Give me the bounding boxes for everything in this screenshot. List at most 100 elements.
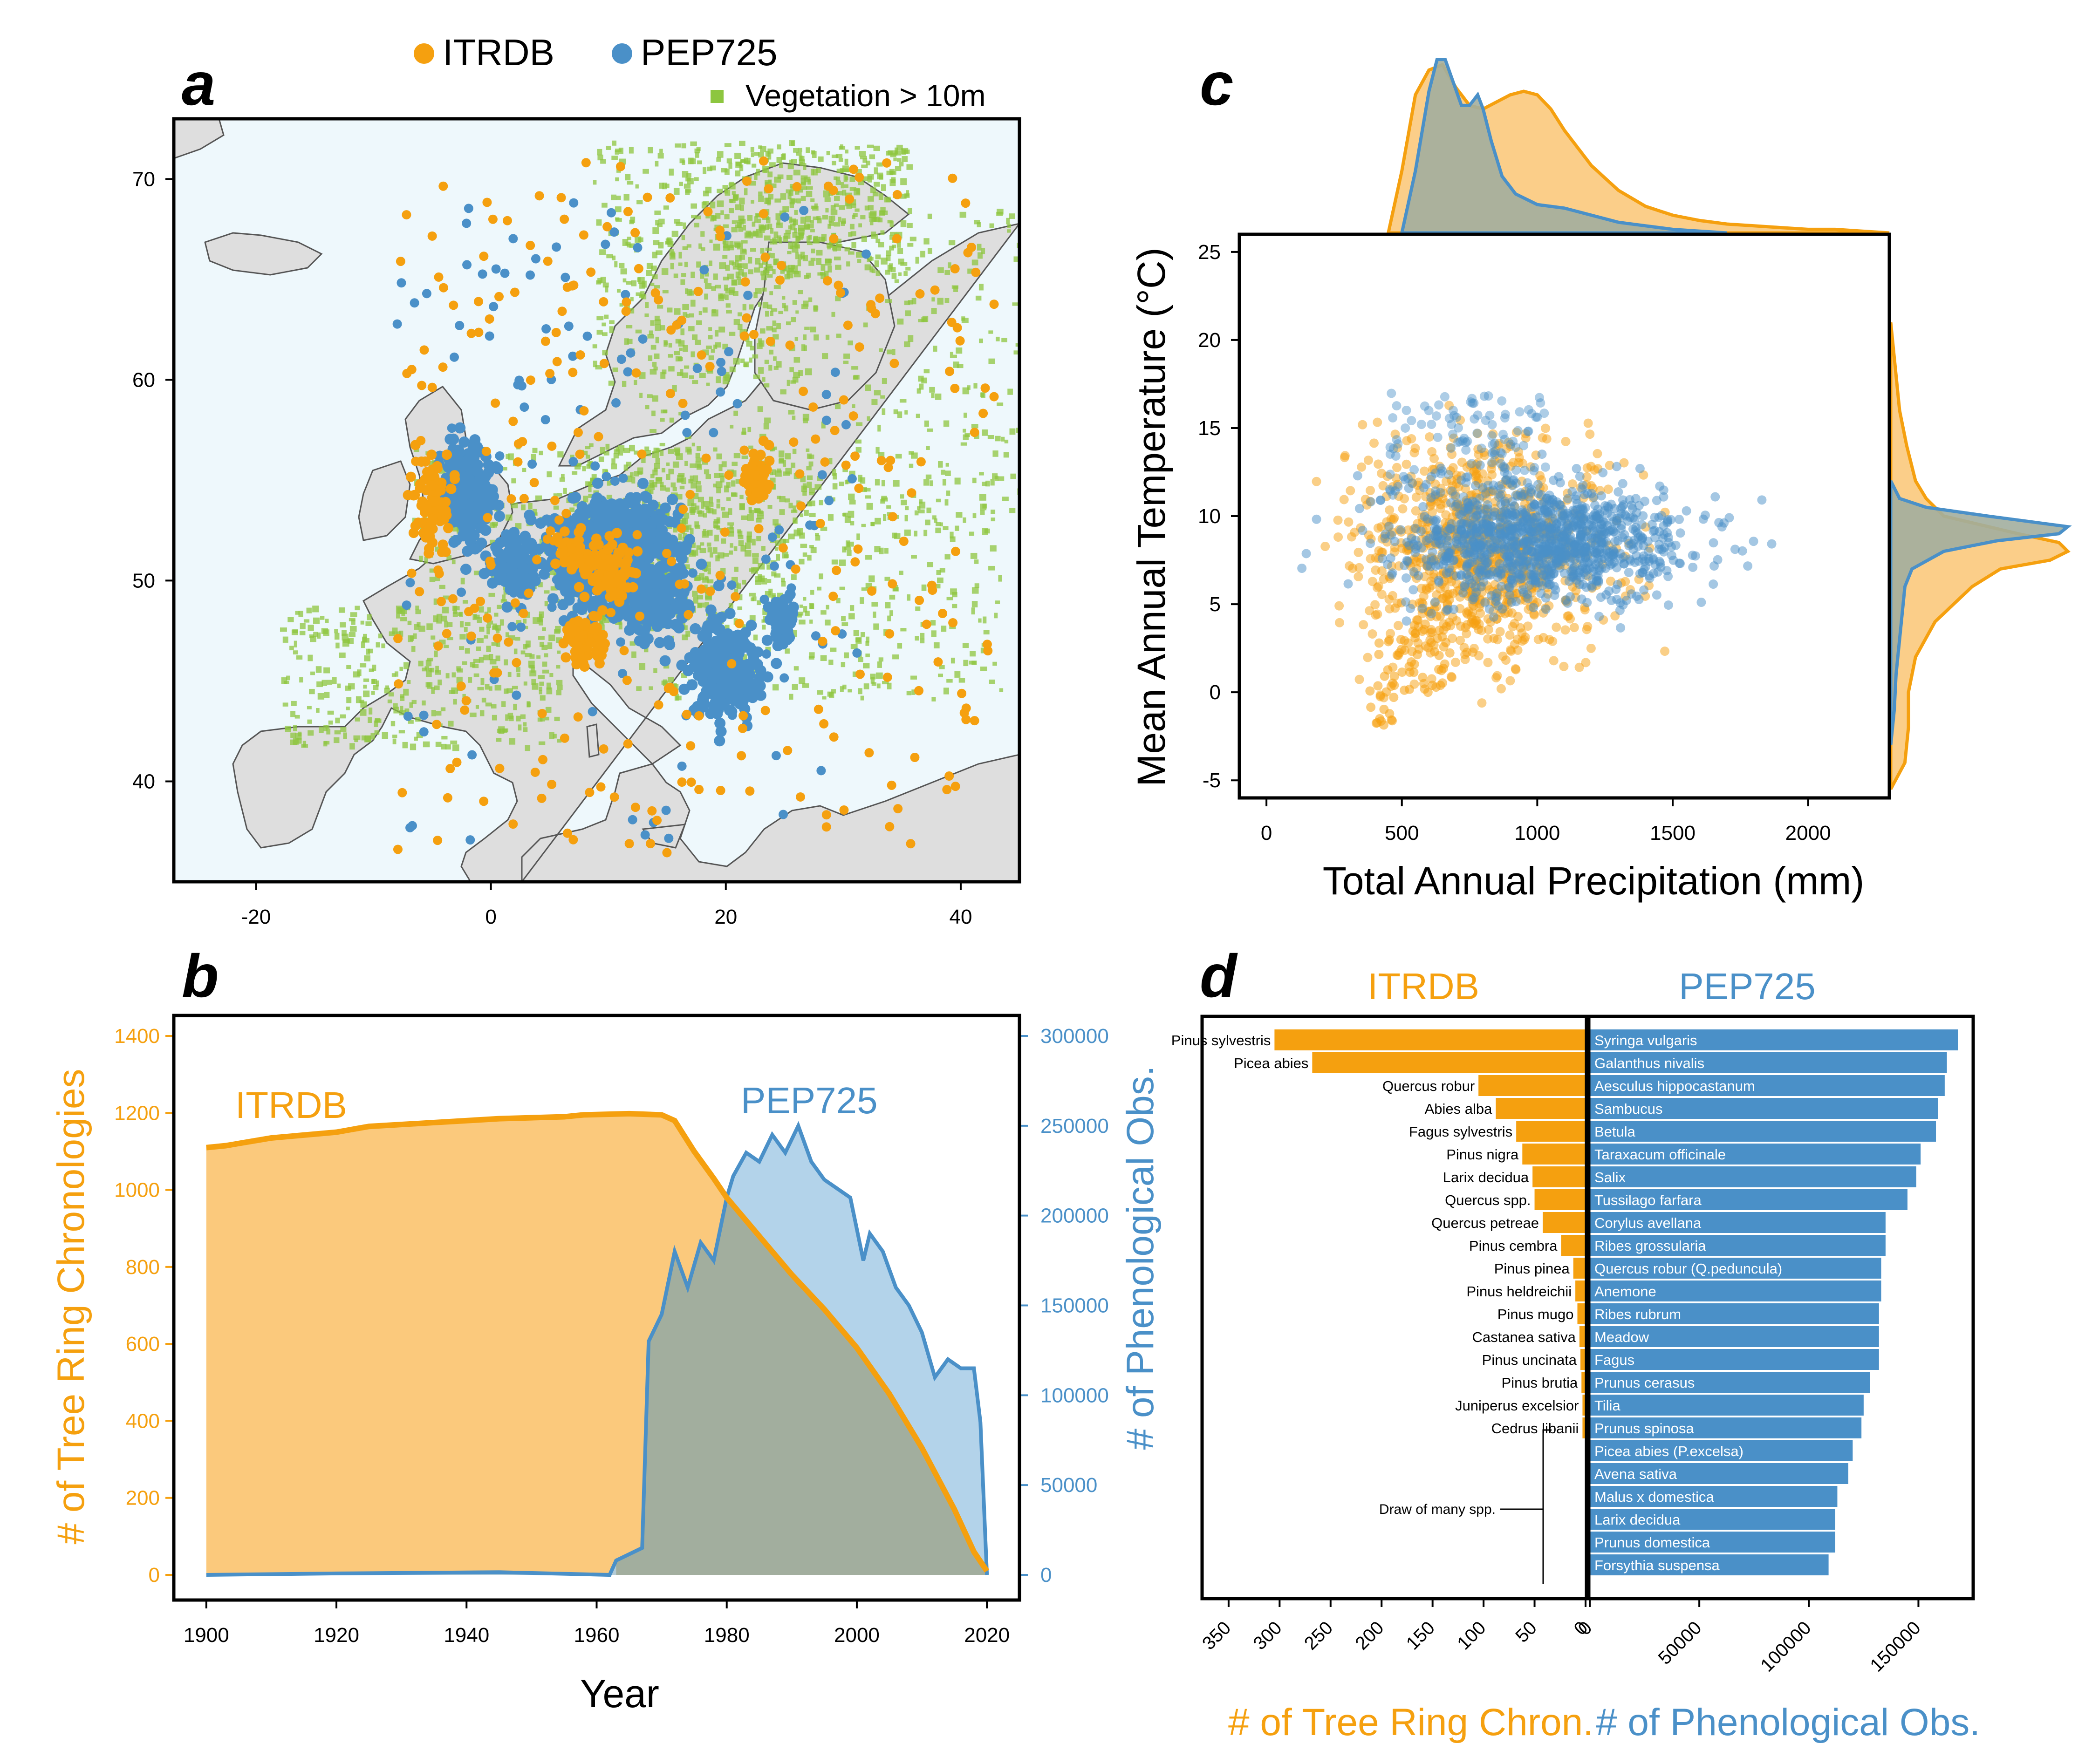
vegetation-patch — [735, 161, 742, 168]
vegetation-patch — [877, 218, 883, 223]
itrdb-site — [466, 631, 476, 641]
vegetation-patch — [892, 587, 899, 592]
vegetation-patch — [435, 576, 440, 581]
itrdb-site — [760, 252, 770, 262]
vegetation-patch — [396, 612, 400, 619]
vegetation-patch — [765, 150, 770, 157]
vegetation-patch — [891, 272, 897, 279]
vegetation-patch — [889, 610, 894, 616]
vegetation-patch — [502, 594, 506, 601]
vegetation-patch — [798, 370, 803, 376]
itrdb-site — [850, 451, 860, 461]
vegetation-patch — [808, 260, 814, 266]
vegetation-patch — [907, 223, 913, 228]
itrdb-site — [778, 543, 788, 553]
vegetation-patch — [650, 429, 657, 433]
vegetation-patch — [819, 500, 823, 505]
vegetation-patch — [848, 689, 852, 693]
vegetation-patch — [477, 617, 482, 623]
vegetation-patch — [473, 571, 480, 576]
vegetation-patch — [708, 355, 714, 361]
vegetation-patch — [429, 577, 436, 582]
pep725-site — [541, 324, 551, 334]
vegetation-patch — [878, 657, 884, 662]
itrdb-site — [479, 252, 489, 261]
vegetation-patch — [916, 414, 920, 418]
vegetation-patch — [615, 206, 622, 212]
vegetation-patch — [905, 266, 911, 271]
itrdb-site — [829, 234, 839, 244]
vegetation-patch — [985, 480, 990, 487]
itrdb-site — [740, 277, 750, 287]
vegetation-patch — [809, 512, 816, 518]
vegetation-patch — [440, 707, 446, 712]
vegetation-patch — [655, 336, 659, 344]
vegetation-patch — [684, 365, 690, 369]
itrdb-site — [766, 336, 775, 346]
vegetation-patch — [685, 630, 691, 637]
vegetation-patch — [375, 718, 380, 722]
vegetation-patch — [739, 198, 745, 204]
pep725-site — [591, 521, 602, 533]
vegetation-patch — [924, 420, 929, 427]
vegetation-patch — [762, 301, 769, 309]
vegetation-patch — [536, 655, 541, 659]
vegetation-patch — [997, 402, 1004, 406]
itrdb-site — [594, 432, 603, 442]
pep725-site — [497, 570, 507, 579]
vegetation-patch — [713, 244, 720, 251]
vegetation-patch — [638, 277, 645, 284]
itrdb-site — [492, 633, 502, 643]
itrdb-site — [599, 744, 609, 754]
vegetation-patch — [713, 273, 718, 280]
vegetation-patch — [849, 177, 855, 182]
vegetation-patch — [708, 508, 714, 514]
itrdb-site — [667, 557, 677, 566]
vegetation-patch — [334, 629, 338, 633]
vegetation-patch — [340, 622, 346, 628]
itrdb-site — [534, 191, 544, 201]
vegetation-patch — [825, 620, 831, 626]
vegetation-patch — [742, 579, 746, 585]
vegetation-patch — [657, 153, 664, 159]
vegetation-patch — [738, 323, 743, 330]
vegetation-patch — [690, 475, 694, 482]
vegetation-patch — [653, 447, 659, 454]
vegetation-patch — [392, 735, 397, 738]
itrdb-site — [436, 597, 446, 606]
vegetation-patch — [428, 667, 432, 672]
vegetation-patch — [793, 271, 799, 274]
pep725-site — [784, 632, 795, 643]
vegetation-patch — [809, 620, 813, 624]
itrdb-site — [759, 156, 768, 166]
vegetation-patch — [827, 266, 832, 272]
vegetation-patch — [776, 468, 781, 473]
pep725-site — [699, 265, 709, 275]
vegetation-patch — [861, 176, 868, 181]
vegetation-patch — [740, 204, 744, 211]
vegetation-patch — [597, 149, 602, 156]
vegetation-patch — [783, 232, 791, 239]
vegetation-patch — [400, 696, 405, 701]
vegetation-patch — [937, 577, 944, 584]
vegetation-patch — [763, 423, 769, 429]
itrdb-site — [574, 648, 585, 659]
vegetation-patch — [443, 595, 449, 600]
vegetation-patch — [684, 564, 690, 569]
vegetation-patch — [614, 449, 621, 454]
itrdb-site — [494, 292, 504, 301]
vegetation-patch — [855, 447, 861, 453]
vegetation-patch — [399, 630, 403, 637]
vegetation-patch — [629, 219, 634, 225]
vegetation-patch — [865, 583, 872, 588]
vegetation-patch — [841, 616, 846, 621]
vegetation-patch — [844, 516, 851, 523]
vegetation-patch — [927, 213, 932, 219]
vegetation-patch — [616, 289, 621, 293]
vegetation-patch — [723, 224, 729, 228]
pep725-site — [447, 423, 457, 433]
itrdb-site — [614, 548, 625, 559]
vegetation-patch — [842, 190, 847, 196]
itrdb-site — [561, 509, 571, 518]
pep725-site — [483, 467, 494, 479]
